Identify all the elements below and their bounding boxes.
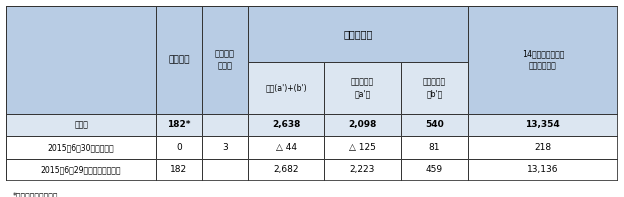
Bar bbox=[468, 114, 618, 136]
Bar bbox=[6, 6, 156, 114]
Text: 確定患者: 確定患者 bbox=[168, 55, 190, 64]
Bar bbox=[324, 136, 401, 159]
Text: 2,098: 2,098 bbox=[348, 121, 377, 129]
Bar bbox=[324, 114, 401, 136]
Text: △ 125: △ 125 bbox=[349, 143, 376, 152]
Text: 182*: 182* bbox=[167, 121, 191, 129]
Bar bbox=[468, 136, 618, 159]
Bar bbox=[248, 159, 324, 181]
Text: 2015年6朎29日までの報告総数: 2015年6朎29日までの報告総数 bbox=[41, 165, 122, 175]
Bar bbox=[401, 136, 468, 159]
Bar bbox=[401, 159, 468, 181]
Text: 実施中の
検査数: 実施中の 検査数 bbox=[215, 50, 235, 70]
Bar bbox=[248, 6, 468, 62]
Bar bbox=[156, 6, 202, 114]
Bar bbox=[202, 6, 248, 114]
Text: 3: 3 bbox=[222, 143, 228, 152]
Bar bbox=[202, 114, 248, 136]
Text: 2015年6朎30日の報告数: 2015年6朎30日の報告数 bbox=[48, 143, 114, 152]
Bar bbox=[401, 114, 468, 136]
Text: 院内隔離者
（b'）: 院内隔離者 （b'） bbox=[422, 78, 446, 98]
Text: *中国での症例を含む: *中国での症例を含む bbox=[12, 192, 58, 197]
Bar bbox=[6, 136, 156, 159]
Bar bbox=[6, 114, 156, 136]
Text: 0: 0 bbox=[176, 143, 182, 152]
Bar bbox=[324, 159, 401, 181]
Text: 14日間の健康監視
を完了した者: 14日間の健康監視 を完了した者 bbox=[522, 50, 564, 70]
Text: 540: 540 bbox=[425, 121, 444, 129]
Bar bbox=[202, 136, 248, 159]
Text: △ 44: △ 44 bbox=[276, 143, 296, 152]
Text: 2,682: 2,682 bbox=[273, 165, 299, 175]
Bar bbox=[156, 159, 202, 181]
Bar bbox=[248, 136, 324, 159]
Text: 218: 218 bbox=[534, 143, 552, 152]
Text: 自宅隔離者
（a'）: 自宅隔離者 （a'） bbox=[351, 78, 374, 98]
Text: 2,223: 2,223 bbox=[350, 165, 375, 175]
Text: 2,638: 2,638 bbox=[272, 121, 300, 129]
Text: 濃厚接触者: 濃厚接触者 bbox=[343, 29, 373, 39]
Bar bbox=[248, 62, 324, 114]
Bar bbox=[324, 62, 401, 114]
Bar bbox=[156, 136, 202, 159]
Bar bbox=[202, 159, 248, 181]
Text: 459: 459 bbox=[426, 165, 443, 175]
Bar bbox=[156, 114, 202, 136]
Text: 81: 81 bbox=[429, 143, 440, 152]
Bar bbox=[468, 6, 618, 114]
Text: 13,136: 13,136 bbox=[527, 165, 558, 175]
Text: 182: 182 bbox=[170, 165, 188, 175]
Bar bbox=[468, 159, 618, 181]
Text: 13,354: 13,354 bbox=[525, 121, 560, 129]
Text: 累計数: 累計数 bbox=[74, 121, 88, 129]
Bar bbox=[401, 62, 468, 114]
Bar bbox=[6, 159, 156, 181]
Bar bbox=[248, 114, 324, 136]
Text: 総数(a')+(b'): 総数(a')+(b') bbox=[265, 83, 307, 92]
